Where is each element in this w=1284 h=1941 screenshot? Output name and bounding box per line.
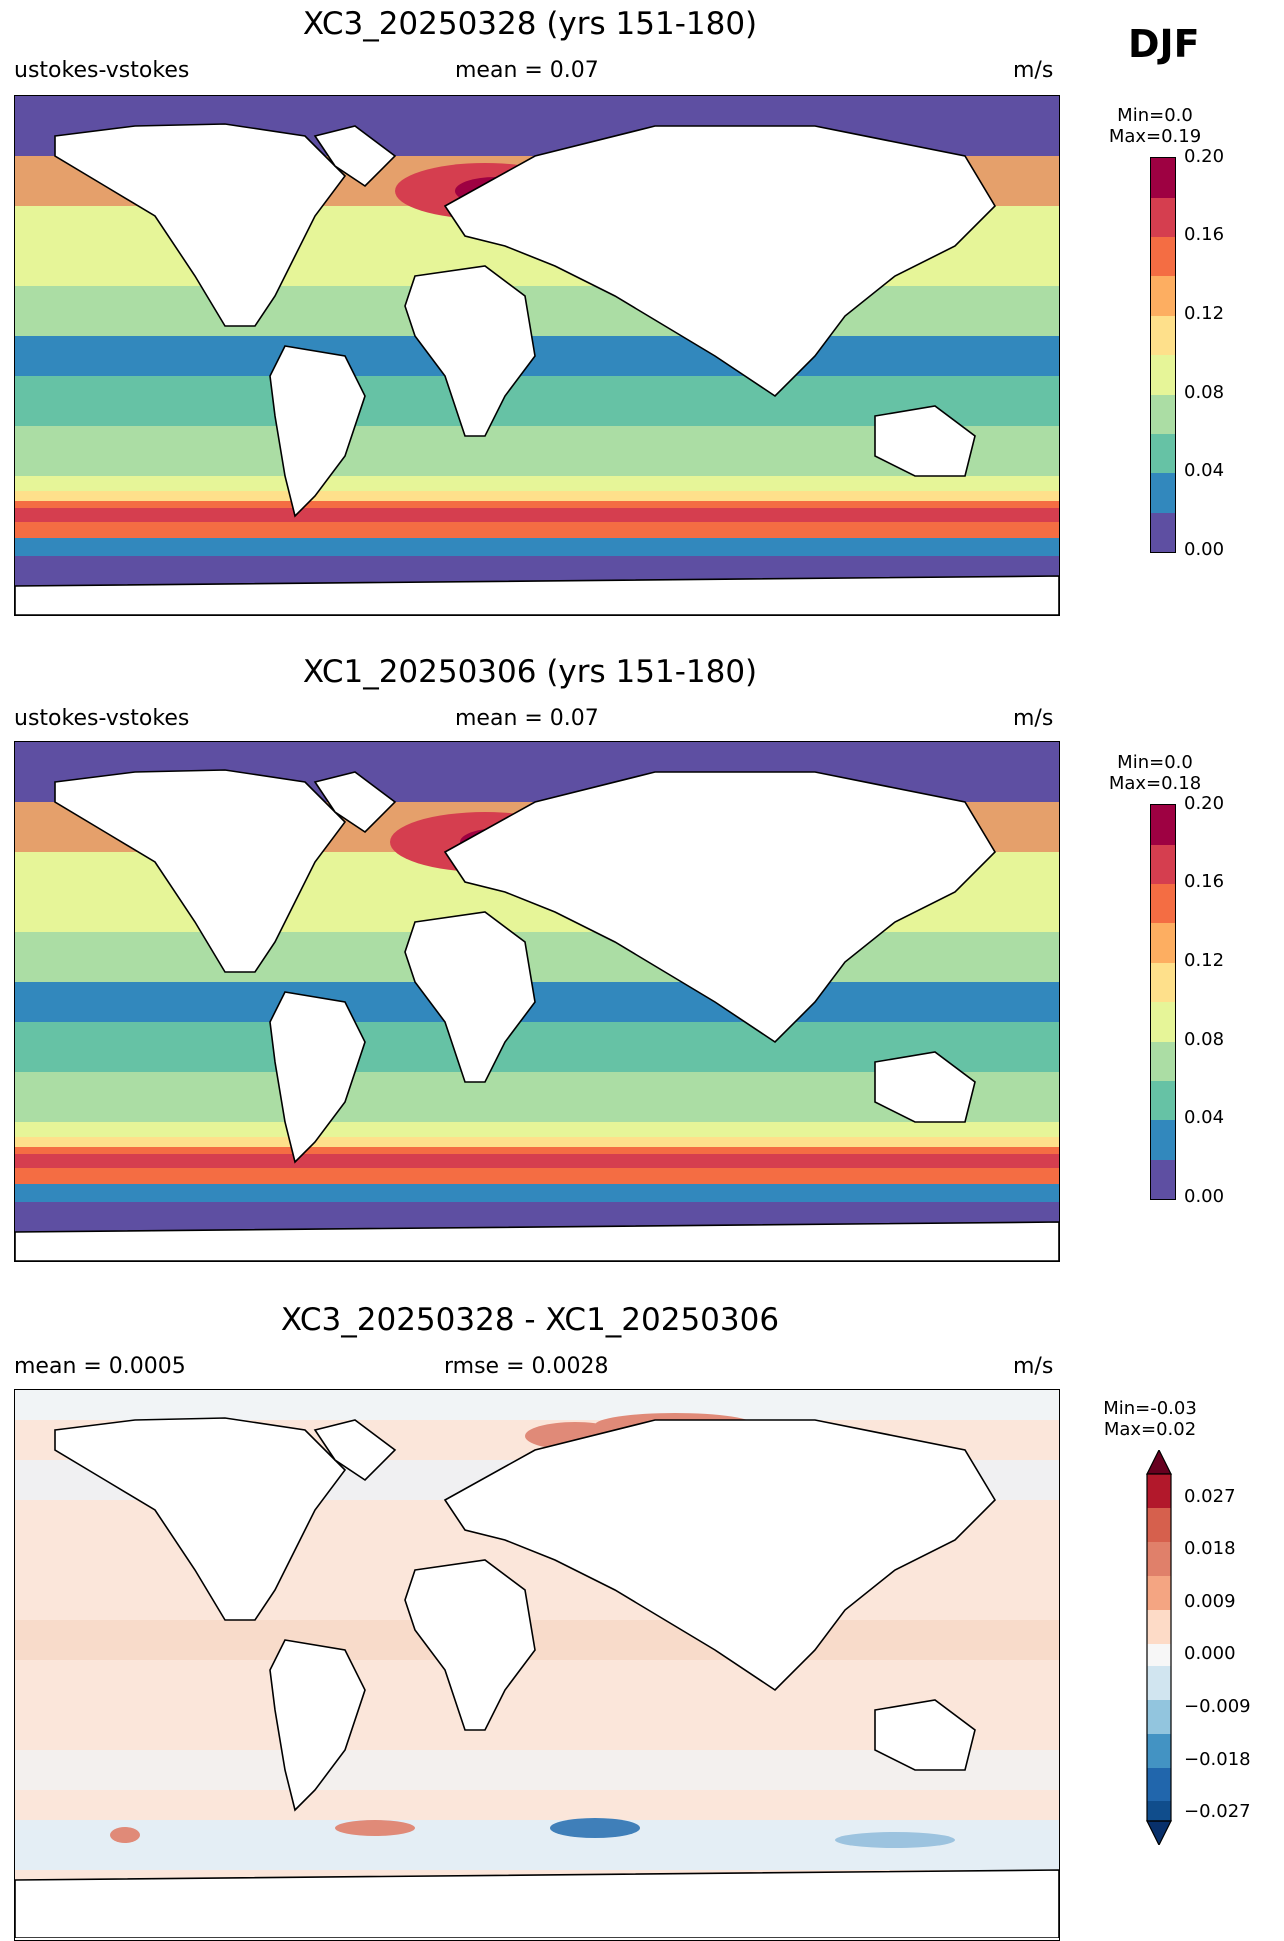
- panel2-tick-0: 0.20: [1184, 793, 1225, 814]
- panel2-mean-label: mean = 0.07: [455, 706, 599, 731]
- panel3-mean-label: mean = 0.0005: [14, 1354, 186, 1379]
- panel2-tick-4: 0.04: [1184, 1107, 1225, 1128]
- panel1-tick-1: 0.16: [1184, 224, 1225, 245]
- panel1-title: XC3_20250328 (yrs 151-180): [302, 6, 758, 42]
- panel1-tick-4: 0.04: [1184, 460, 1225, 481]
- panel2-variable-label: ustokes-vstokes: [14, 706, 190, 731]
- panel2-tick-1: 0.16: [1184, 871, 1225, 892]
- panel3-title: XC3_20250328 - XC1_20250306: [280, 1302, 780, 1338]
- panel3-rmse-label: rmse = 0.0028: [444, 1354, 609, 1379]
- panel3-map: [14, 1389, 1060, 1941]
- panel1-tick-2: 0.12: [1184, 303, 1225, 324]
- panel2-units-label: m/s: [1013, 706, 1054, 731]
- panel1-units-label: m/s: [1013, 58, 1054, 83]
- panel1-mean-label: mean = 0.07: [455, 58, 599, 83]
- panel3-colorbar: [1144, 1448, 1174, 1847]
- panel1-max-label: Max=0.19: [1108, 126, 1202, 147]
- panel1-map: [14, 95, 1060, 616]
- panel3-tick-0: 0.027: [1184, 1486, 1236, 1507]
- panel2-tick-5: 0.00: [1184, 1186, 1225, 1207]
- panel3-tick-4: −0.009: [1184, 1696, 1251, 1717]
- panel3-tick-6: −0.027: [1184, 1801, 1251, 1822]
- panel1-tick-3: 0.08: [1184, 382, 1225, 403]
- panel3-tick-5: −0.018: [1184, 1749, 1251, 1770]
- panel2-tick-3: 0.08: [1184, 1029, 1225, 1050]
- panel2-map: [14, 741, 1060, 1262]
- panel1-tick-0: 0.20: [1184, 146, 1225, 167]
- panel2-max-label: Max=0.18: [1108, 773, 1202, 794]
- season-label: DJF: [1128, 22, 1200, 66]
- panel3-units-label: m/s: [1013, 1354, 1054, 1379]
- panel1-min-label: Min=0.0: [1117, 105, 1193, 126]
- panel2-title: XC1_20250306 (yrs 151-180): [302, 654, 758, 690]
- panel2-min-label: Min=0.0: [1117, 752, 1193, 773]
- panel3-tick-3: 0.000: [1184, 1643, 1236, 1664]
- panel1-colorbar: [1150, 157, 1176, 553]
- panel3-max-label: Max=0.02: [1103, 1419, 1197, 1440]
- panel2-colorbar: [1150, 804, 1176, 1200]
- panel3-min-label: Min=-0.03: [1103, 1398, 1197, 1419]
- panel3-tick-2: 0.009: [1184, 1591, 1236, 1612]
- panel1-variable-label: ustokes-vstokes: [14, 58, 190, 83]
- panel2-tick-2: 0.12: [1184, 950, 1225, 971]
- panel3-tick-1: 0.018: [1184, 1538, 1236, 1559]
- panel1-tick-5: 0.00: [1184, 539, 1225, 560]
